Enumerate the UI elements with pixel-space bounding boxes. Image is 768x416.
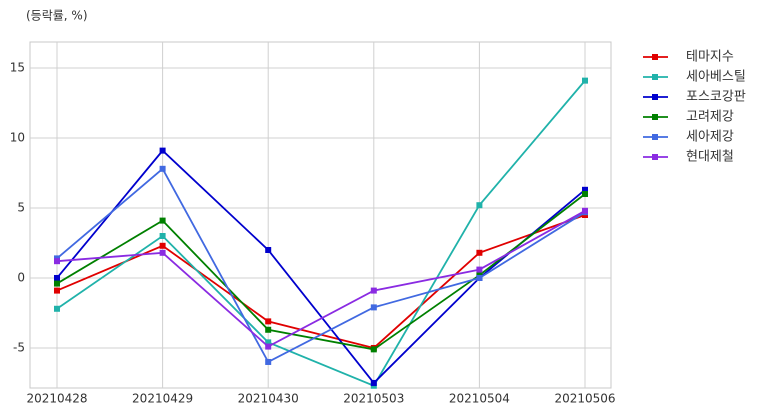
annotation: (등락률, %)	[26, 9, 88, 23]
point	[370, 346, 377, 353]
legend-marker	[652, 114, 658, 120]
point	[582, 186, 588, 193]
legend-marker	[652, 94, 658, 100]
point	[476, 249, 483, 256]
y-tick-label: -5	[13, 340, 25, 354]
point	[265, 339, 272, 346]
point	[54, 280, 60, 287]
point	[265, 318, 272, 325]
x-tick-label: 20210429	[132, 392, 193, 406]
point	[582, 207, 588, 214]
y-tick-label: 15	[10, 61, 25, 75]
point	[159, 249, 166, 256]
point	[54, 287, 60, 294]
legend-label: 현대제철	[686, 150, 734, 165]
legend-marker	[652, 74, 658, 80]
legend-label: 고려제강	[686, 110, 734, 125]
series-line	[56, 80, 586, 387]
point	[54, 305, 60, 312]
series-line	[56, 210, 586, 348]
series-line	[56, 214, 586, 349]
legend-label: 포스코강판	[686, 90, 746, 105]
legend-label: 세아제강	[686, 130, 734, 145]
legend-marker	[652, 134, 658, 140]
x-tick-label: 20210506	[554, 392, 615, 406]
x-tick-label: 20210430	[238, 392, 299, 406]
point	[582, 77, 588, 84]
point	[265, 246, 272, 253]
point	[159, 217, 166, 224]
point	[370, 287, 377, 294]
series-line	[56, 167, 586, 364]
point	[476, 274, 483, 281]
legend-marker	[652, 154, 658, 160]
point	[370, 379, 377, 386]
series-line	[56, 193, 586, 351]
point	[159, 165, 166, 172]
point	[370, 304, 377, 311]
point	[159, 242, 166, 249]
point	[476, 202, 483, 209]
point	[265, 343, 272, 350]
point	[54, 258, 60, 265]
point	[54, 274, 60, 281]
plot-frame	[29, 41, 612, 389]
legend-label: 테마지수	[686, 50, 734, 65]
point	[265, 326, 272, 333]
x-tick-label: 20210428	[26, 392, 87, 406]
point	[159, 147, 166, 154]
legend-label: 세아베스틸	[686, 70, 746, 85]
point	[476, 266, 483, 273]
point	[265, 358, 272, 365]
y-tick-label: 5	[17, 201, 25, 215]
x-tick-label: 20210503	[343, 392, 404, 406]
y-tick-label: 0	[17, 270, 25, 284]
y-tick-label: 10	[10, 131, 25, 145]
x-tick-label: 20210504	[449, 392, 510, 406]
point	[582, 191, 588, 198]
point	[159, 232, 166, 239]
series-line	[56, 149, 586, 385]
legend-marker	[652, 54, 658, 60]
